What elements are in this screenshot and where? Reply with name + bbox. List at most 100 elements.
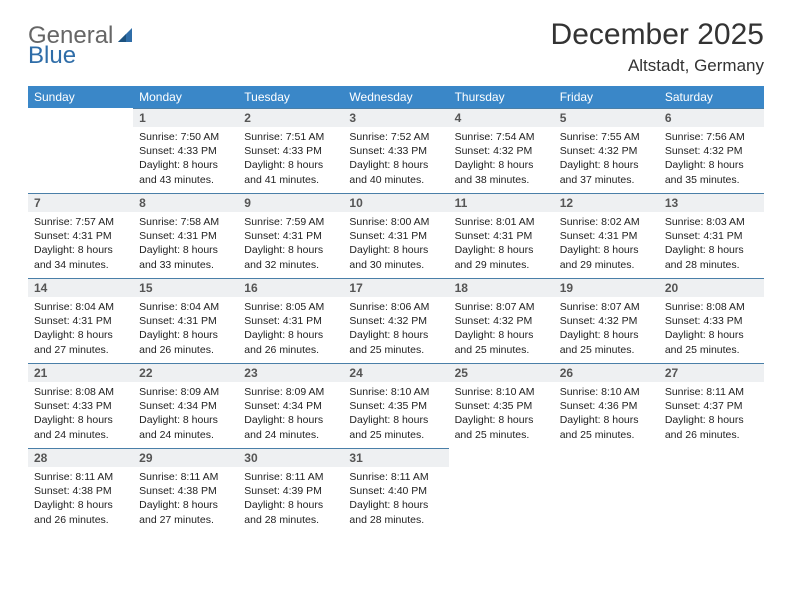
calendar-cell: 26Sunrise: 8:10 AMSunset: 4:36 PMDayligh… (554, 363, 659, 448)
day-number: 20 (659, 278, 764, 297)
sunrise-line: Sunrise: 8:04 AM (34, 300, 127, 314)
daylight-line: Daylight: 8 hours and 40 minutes. (349, 158, 442, 186)
day-number: 31 (343, 448, 448, 467)
calendar-cell: 3Sunrise: 7:52 AMSunset: 4:33 PMDaylight… (343, 108, 448, 193)
day-number: 28 (28, 448, 133, 467)
day-number: 1 (133, 108, 238, 127)
calendar-cell: 22Sunrise: 8:09 AMSunset: 4:34 PMDayligh… (133, 363, 238, 448)
calendar-cell: 12Sunrise: 8:02 AMSunset: 4:31 PMDayligh… (554, 193, 659, 278)
calendar-cell (28, 108, 133, 193)
calendar-cell: 16Sunrise: 8:05 AMSunset: 4:31 PMDayligh… (238, 278, 343, 363)
day-details: Sunrise: 7:58 AMSunset: 4:31 PMDaylight:… (133, 212, 238, 278)
sunset-line: Sunset: 4:33 PM (665, 314, 758, 328)
calendar-cell: 5Sunrise: 7:55 AMSunset: 4:32 PMDaylight… (554, 108, 659, 193)
calendar-cell: 2Sunrise: 7:51 AMSunset: 4:33 PMDaylight… (238, 108, 343, 193)
sunset-line: Sunset: 4:38 PM (139, 484, 232, 498)
day-details: Sunrise: 7:52 AMSunset: 4:33 PMDaylight:… (343, 127, 448, 193)
sunset-line: Sunset: 4:40 PM (349, 484, 442, 498)
day-number: 3 (343, 108, 448, 127)
day-number: 11 (449, 193, 554, 212)
calendar-cell: 14Sunrise: 8:04 AMSunset: 4:31 PMDayligh… (28, 278, 133, 363)
calendar-week: 14Sunrise: 8:04 AMSunset: 4:31 PMDayligh… (28, 278, 764, 363)
daylight-line: Daylight: 8 hours and 29 minutes. (560, 243, 653, 271)
day-number: 8 (133, 193, 238, 212)
day-details: Sunrise: 8:05 AMSunset: 4:31 PMDaylight:… (238, 297, 343, 363)
calendar-cell: 8Sunrise: 7:58 AMSunset: 4:31 PMDaylight… (133, 193, 238, 278)
day-details: Sunrise: 8:09 AMSunset: 4:34 PMDaylight:… (133, 382, 238, 448)
sunrise-line: Sunrise: 8:08 AM (665, 300, 758, 314)
month-title: December 2025 (551, 18, 764, 52)
daylight-line: Daylight: 8 hours and 26 minutes. (665, 413, 758, 441)
dow-header: Sunday (28, 86, 133, 108)
sunrise-line: Sunrise: 8:10 AM (349, 385, 442, 399)
daylight-line: Daylight: 8 hours and 24 minutes. (34, 413, 127, 441)
daylight-line: Daylight: 8 hours and 25 minutes. (349, 413, 442, 441)
calendar-cell (659, 448, 764, 533)
daylight-line: Daylight: 8 hours and 25 minutes. (455, 413, 548, 441)
day-details: Sunrise: 8:11 AMSunset: 4:37 PMDaylight:… (659, 382, 764, 448)
daylight-line: Daylight: 8 hours and 24 minutes. (139, 413, 232, 441)
daylight-line: Daylight: 8 hours and 38 minutes. (455, 158, 548, 186)
sunset-line: Sunset: 4:32 PM (560, 314, 653, 328)
day-number: 5 (554, 108, 659, 127)
sunset-line: Sunset: 4:35 PM (455, 399, 548, 413)
daylight-line: Daylight: 8 hours and 28 minutes. (349, 498, 442, 526)
sunset-line: Sunset: 4:32 PM (455, 314, 548, 328)
sunset-line: Sunset: 4:31 PM (34, 229, 127, 243)
sunrise-line: Sunrise: 8:08 AM (34, 385, 127, 399)
sunset-line: Sunset: 4:37 PM (665, 399, 758, 413)
calendar-week: 28Sunrise: 8:11 AMSunset: 4:38 PMDayligh… (28, 448, 764, 533)
sunset-line: Sunset: 4:32 PM (560, 144, 653, 158)
day-details: Sunrise: 8:11 AMSunset: 4:38 PMDaylight:… (28, 467, 133, 533)
sunrise-line: Sunrise: 7:57 AM (34, 215, 127, 229)
sunset-line: Sunset: 4:31 PM (244, 314, 337, 328)
day-details: Sunrise: 8:10 AMSunset: 4:36 PMDaylight:… (554, 382, 659, 448)
daylight-line: Daylight: 8 hours and 27 minutes. (34, 328, 127, 356)
day-number: 14 (28, 278, 133, 297)
daylight-line: Daylight: 8 hours and 35 minutes. (665, 158, 758, 186)
calendar-cell: 17Sunrise: 8:06 AMSunset: 4:32 PMDayligh… (343, 278, 448, 363)
title-block: December 2025 Altstadt, Germany (551, 18, 764, 76)
daylight-line: Daylight: 8 hours and 28 minutes. (244, 498, 337, 526)
sunrise-line: Sunrise: 8:11 AM (139, 470, 232, 484)
daylight-line: Daylight: 8 hours and 27 minutes. (139, 498, 232, 526)
calendar-header: SundayMondayTuesdayWednesdayThursdayFrid… (28, 86, 764, 108)
day-number: 18 (449, 278, 554, 297)
daylight-line: Daylight: 8 hours and 41 minutes. (244, 158, 337, 186)
day-details: Sunrise: 8:10 AMSunset: 4:35 PMDaylight:… (449, 382, 554, 448)
sunrise-line: Sunrise: 7:54 AM (455, 130, 548, 144)
sunset-line: Sunset: 4:32 PM (349, 314, 442, 328)
sunset-line: Sunset: 4:31 PM (665, 229, 758, 243)
sunset-line: Sunset: 4:38 PM (34, 484, 127, 498)
day-number: 23 (238, 363, 343, 382)
brand-part2: Blue (28, 42, 76, 70)
calendar-cell: 7Sunrise: 7:57 AMSunset: 4:31 PMDaylight… (28, 193, 133, 278)
calendar-cell: 28Sunrise: 8:11 AMSunset: 4:38 PMDayligh… (28, 448, 133, 533)
location-label: Altstadt, Germany (551, 56, 764, 76)
calendar-cell: 10Sunrise: 8:00 AMSunset: 4:31 PMDayligh… (343, 193, 448, 278)
dow-header: Saturday (659, 86, 764, 108)
day-number: 24 (343, 363, 448, 382)
day-details: Sunrise: 8:00 AMSunset: 4:31 PMDaylight:… (343, 212, 448, 278)
sunset-line: Sunset: 4:31 PM (139, 229, 232, 243)
sunset-line: Sunset: 4:31 PM (139, 314, 232, 328)
sunrise-line: Sunrise: 7:59 AM (244, 215, 337, 229)
calendar-week: 1Sunrise: 7:50 AMSunset: 4:33 PMDaylight… (28, 108, 764, 193)
daylight-line: Daylight: 8 hours and 34 minutes. (34, 243, 127, 271)
sunset-line: Sunset: 4:33 PM (34, 399, 127, 413)
daylight-line: Daylight: 8 hours and 25 minutes. (560, 413, 653, 441)
day-number: 27 (659, 363, 764, 382)
day-number: 9 (238, 193, 343, 212)
daylight-line: Daylight: 8 hours and 25 minutes. (349, 328, 442, 356)
dow-header: Monday (133, 86, 238, 108)
dow-header: Friday (554, 86, 659, 108)
daylight-line: Daylight: 8 hours and 28 minutes. (665, 243, 758, 271)
sunrise-line: Sunrise: 7:52 AM (349, 130, 442, 144)
daylight-line: Daylight: 8 hours and 25 minutes. (560, 328, 653, 356)
sunrise-line: Sunrise: 8:10 AM (560, 385, 653, 399)
day-details: Sunrise: 8:08 AMSunset: 4:33 PMDaylight:… (659, 297, 764, 363)
sunset-line: Sunset: 4:33 PM (244, 144, 337, 158)
calendar-cell: 30Sunrise: 8:11 AMSunset: 4:39 PMDayligh… (238, 448, 343, 533)
day-details: Sunrise: 8:04 AMSunset: 4:31 PMDaylight:… (28, 297, 133, 363)
sunset-line: Sunset: 4:34 PM (139, 399, 232, 413)
